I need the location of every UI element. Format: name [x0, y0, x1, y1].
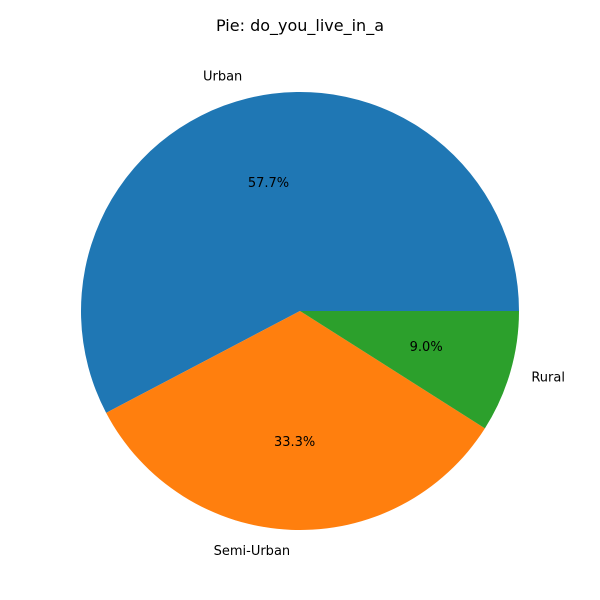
slice-label-urban: Urban	[203, 70, 242, 85]
pie-slice-urban	[81, 92, 520, 413]
chart-title: Pie: do_you_live_in_a	[216, 16, 384, 36]
pct-label-urban: 57.7%	[248, 176, 289, 191]
pie-slice-rural	[300, 311, 519, 429]
labels-group: 57.7% Urban 33.3% Semi-Urban 9.0% Rural	[203, 70, 565, 560]
pie-slice-semi-urban	[106, 311, 485, 530]
slice-label-rural: Rural	[531, 371, 565, 386]
pct-label-rural: 9.0%	[410, 340, 443, 355]
pct-label-semi-urban: 33.3%	[274, 435, 315, 450]
slice-label-semi-urban: Semi-Urban	[214, 544, 291, 559]
slices-group	[81, 92, 520, 530]
